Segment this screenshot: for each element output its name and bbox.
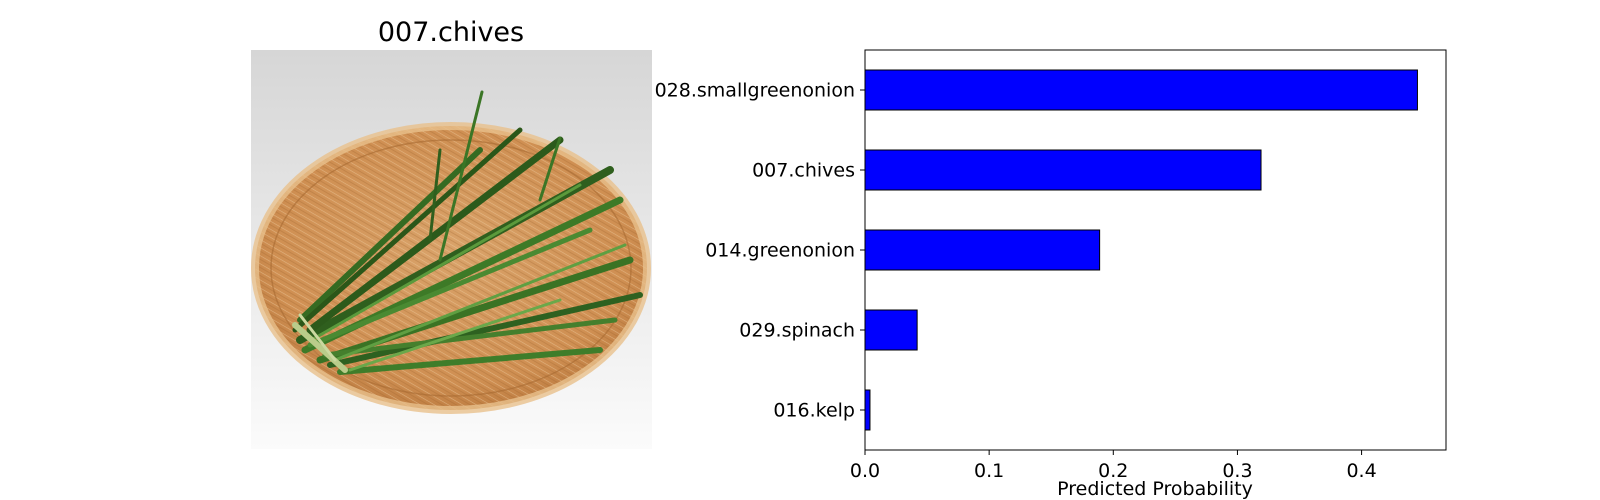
x-tick-label: 0.2 xyxy=(1098,460,1128,482)
bar-028.smallgreenonion xyxy=(864,69,1418,111)
bar-016.kelp xyxy=(864,389,871,431)
y-tick-label: 016.kelp xyxy=(773,400,855,422)
y-tick-label: 028.smallgreenonion xyxy=(655,80,855,102)
bar-014.greenonion xyxy=(864,229,1101,271)
x-axis-label: Predicted Probability xyxy=(1057,478,1253,500)
bar-007.chives xyxy=(864,149,1262,191)
y-tick-label: 007.chives xyxy=(752,160,855,182)
x-tick-label: 0.4 xyxy=(1346,460,1376,482)
y-tick-label: 014.greenonion xyxy=(705,240,855,262)
bar-029.spinach xyxy=(864,309,918,351)
x-tick-label: 0.0 xyxy=(850,460,880,482)
x-tick-label: 0.3 xyxy=(1222,460,1252,482)
x-tick-label: 0.1 xyxy=(974,460,1004,482)
chives-photo xyxy=(251,50,652,449)
image-title: 007.chives xyxy=(378,17,524,48)
y-tick-label: 029.spinach xyxy=(739,320,855,342)
chives-bundle xyxy=(292,90,643,375)
bar-chart: 028.smallgreenonion 007.chives 014.greenon… xyxy=(655,49,1447,500)
